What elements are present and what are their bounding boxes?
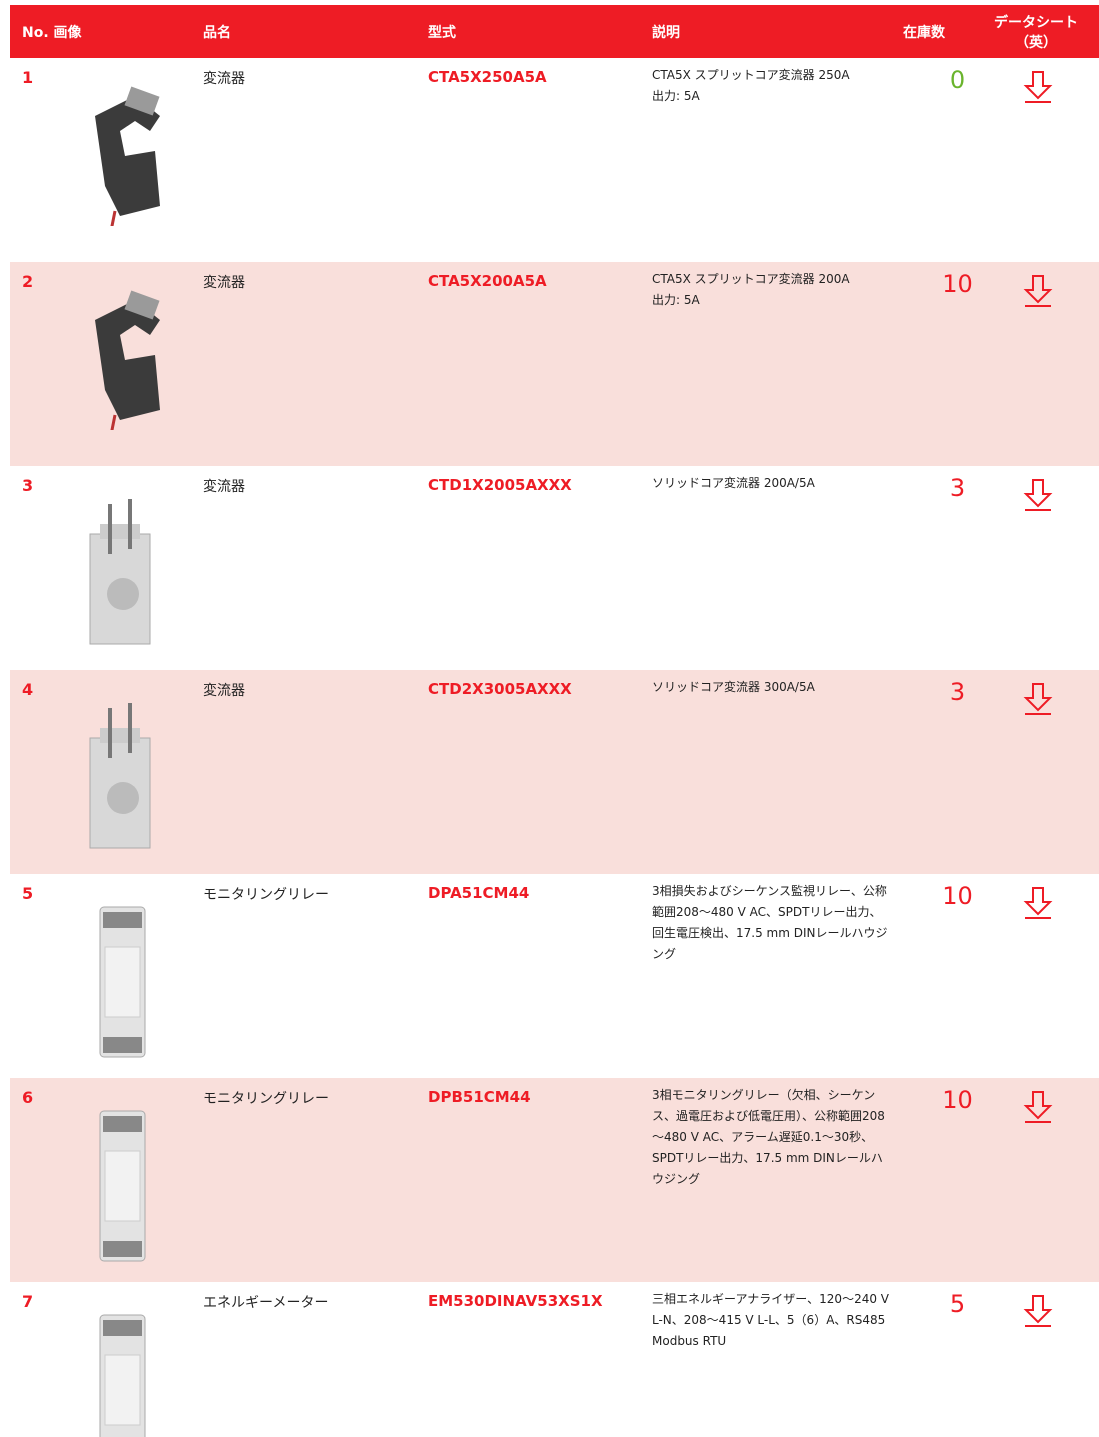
product-name: 変流器 (203, 479, 245, 495)
datasheet-download[interactable] (1023, 274, 1053, 312)
description-line: 3相損失およびシーケンス監視リレー、公称範囲208～480 V AC、SPDTリ… (652, 884, 888, 961)
table-row: 3 変流器 CTD1X2005AXXX ソリッドコア変流器 200A/5A 3 (10, 466, 1099, 670)
model-link[interactable]: DPB51CM44 (428, 1088, 531, 1106)
stock-count: 10 (942, 1086, 973, 1114)
datasheet-download[interactable] (1023, 478, 1053, 516)
stock-count: 10 (942, 270, 973, 298)
datasheet-download[interactable] (1023, 886, 1053, 924)
table-row: 5 モニタリングリレー DPA51CM44 3相損失およびシーケンス監視リレー、公称範… (10, 874, 1099, 1078)
description-line: CTA5X スプリットコア変流器 250A (652, 68, 850, 82)
datasheet-download[interactable] (1023, 1294, 1053, 1332)
description: 3相損失およびシーケンス監視リレー、公称範囲208～480 V AC、SPDTリ… (652, 881, 890, 965)
description-line: 三相エネルギーアナライザー、120～240 V L-N、208～415 V L-… (652, 1292, 889, 1348)
stock-count: 0 (949, 66, 966, 94)
download-icon[interactable] (1023, 70, 1053, 104)
description-line: ソリッドコア変流器 200A/5A (652, 476, 815, 490)
row-number: 3 (22, 476, 34, 495)
stock-count: 3 (949, 474, 966, 502)
download-icon[interactable] (1023, 886, 1053, 920)
datasheet-download[interactable] (1023, 1090, 1053, 1128)
product-image (65, 280, 175, 441)
download-icon[interactable] (1023, 274, 1053, 308)
download-icon[interactable] (1023, 682, 1053, 716)
header-cell: 在庫数 (903, 24, 945, 41)
header-cell: 型式 (428, 24, 456, 41)
row-number: 5 (22, 884, 34, 903)
model-link[interactable]: EM530DINAV53XS1X (428, 1292, 603, 1310)
datasheet-download[interactable] (1023, 682, 1053, 720)
product-image (65, 484, 175, 658)
download-icon[interactable] (1023, 1090, 1053, 1124)
model-link[interactable]: CTA5X250A5A (428, 68, 547, 86)
download-icon[interactable] (1023, 1294, 1053, 1328)
product-image (65, 892, 175, 1066)
table-row: 2 変流器 CTA5X200A5A CTA5X スプリットコア変流器 200A 出力: … (10, 262, 1099, 466)
header-cell: 品名 (203, 24, 231, 41)
description: ソリッドコア変流器 200A/5A (652, 473, 890, 494)
table-row: 7 エネルギーメーター EM530DINAV53XS1X 三相エネルギーアナライザー、… (10, 1282, 1099, 1437)
header-cell: No. 画像 (22, 24, 82, 41)
product-image (65, 1300, 175, 1437)
description: ソリッドコア変流器 300A/5A (652, 677, 890, 698)
product-name: エネルギーメーター (203, 1295, 329, 1311)
description-line: 出力: 5A (652, 89, 700, 103)
description-line: ソリッドコア変流器 300A/5A (652, 680, 815, 694)
model-link[interactable]: DPA51CM44 (428, 884, 530, 902)
row-number: 4 (22, 680, 34, 699)
product-name: モニタリングリレー (203, 887, 329, 903)
row-number: 7 (22, 1292, 34, 1311)
stock-count: 3 (949, 678, 966, 706)
model-link[interactable]: CTA5X200A5A (428, 272, 547, 290)
datasheet-download[interactable] (1023, 70, 1053, 108)
description: CTA5X スプリットコア変流器 250A 出力: 5A (652, 65, 890, 107)
product-name: 変流器 (203, 275, 245, 291)
model-link[interactable]: CTD1X2005AXXX (428, 476, 572, 494)
stock-count: 5 (949, 1290, 966, 1318)
table-row: 1 変流器 CTA5X250A5A CTA5X スプリットコア変流器 250A 出力: … (10, 58, 1099, 262)
description-line: 出力: 5A (652, 293, 700, 307)
header-cell: データシート（英） (994, 14, 1078, 51)
table-row: 4 変流器 CTD2X3005AXXX ソリッドコア変流器 300A/5A 3 (10, 670, 1099, 874)
product-name: 変流器 (203, 683, 245, 699)
download-icon[interactable] (1023, 478, 1053, 512)
stock-count: 10 (942, 882, 973, 910)
description: 三相エネルギーアナライザー、120～240 V L-N、208～415 V L-… (652, 1289, 890, 1352)
row-number: 1 (22, 68, 34, 87)
product-name: 変流器 (203, 71, 245, 87)
row-number: 6 (22, 1088, 34, 1107)
description: CTA5X スプリットコア変流器 200A 出力: 5A (652, 269, 890, 311)
table-header: No. 画像 品名 型式 説明 在庫数 データシート（英） (10, 5, 1099, 58)
header-cell: 説明 (652, 24, 680, 41)
model-link[interactable]: CTD2X3005AXXX (428, 680, 572, 698)
product-image (65, 76, 175, 237)
row-number: 2 (22, 272, 34, 291)
description-line: 3相モニタリングリレー（欠相、シーケンス、過電圧および低電圧用）、公称範囲208… (652, 1088, 885, 1186)
description: 3相モニタリングリレー（欠相、シーケンス、過電圧および低電圧用）、公称範囲208… (652, 1085, 890, 1190)
product-image (65, 688, 175, 862)
table-row: 6 モニタリングリレー DPB51CM44 3相モニタリングリレー（欠相、シーケンス、… (10, 1078, 1099, 1282)
product-name: モニタリングリレー (203, 1091, 329, 1107)
description-line: CTA5X スプリットコア変流器 200A (652, 272, 850, 286)
product-image (65, 1096, 175, 1270)
